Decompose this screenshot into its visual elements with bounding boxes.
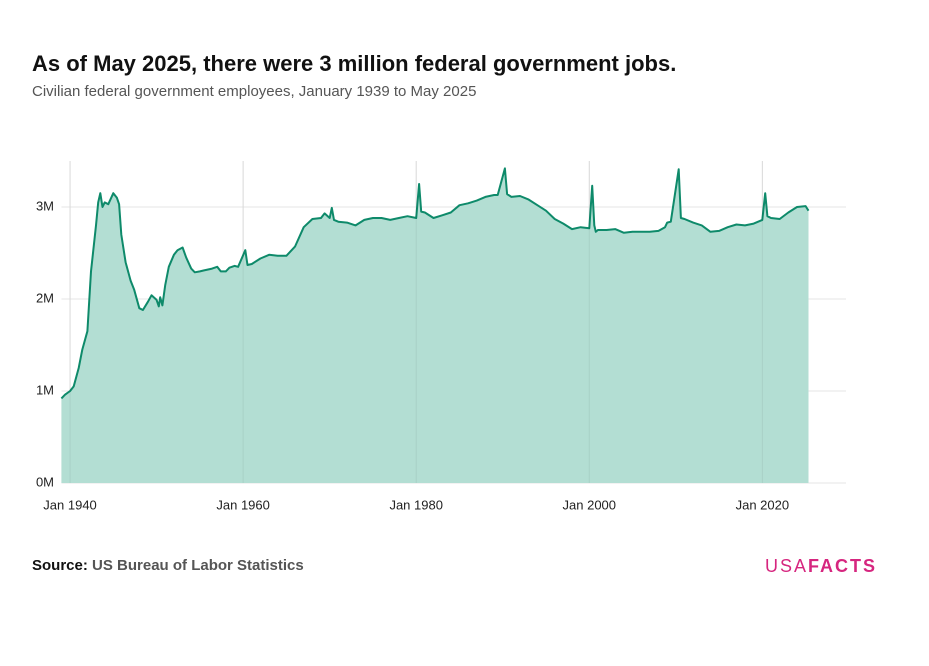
x-tick-label: Jan 1980 <box>389 497 443 512</box>
source-label: Source: <box>32 557 88 574</box>
x-tick-label: Jan 2000 <box>563 497 617 512</box>
y-tick-label: 0M <box>36 474 54 489</box>
logo: USAFACTS <box>765 556 877 576</box>
y-tick-label: 1M <box>36 382 54 397</box>
logo-facts: FACTS <box>808 556 877 576</box>
chart-subtitle: Civilian federal government employees, J… <box>32 83 476 100</box>
y-tick-label: 3M <box>36 198 54 213</box>
source: Source: US Bureau of Labor Statistics <box>32 557 304 574</box>
x-tick-label: Jan 2020 <box>736 497 790 512</box>
chart-title: As of May 2025, there were 3 million fed… <box>32 51 676 76</box>
area <box>61 168 809 483</box>
source-text: US Bureau of Labor Statistics <box>92 557 304 574</box>
y-tick-label: 2M <box>36 290 54 305</box>
line <box>60 167 810 400</box>
x-tick-label: Jan 1940 <box>43 497 97 512</box>
logo-usa: USA <box>765 556 808 576</box>
x-tick-label: Jan 1960 <box>216 497 270 512</box>
